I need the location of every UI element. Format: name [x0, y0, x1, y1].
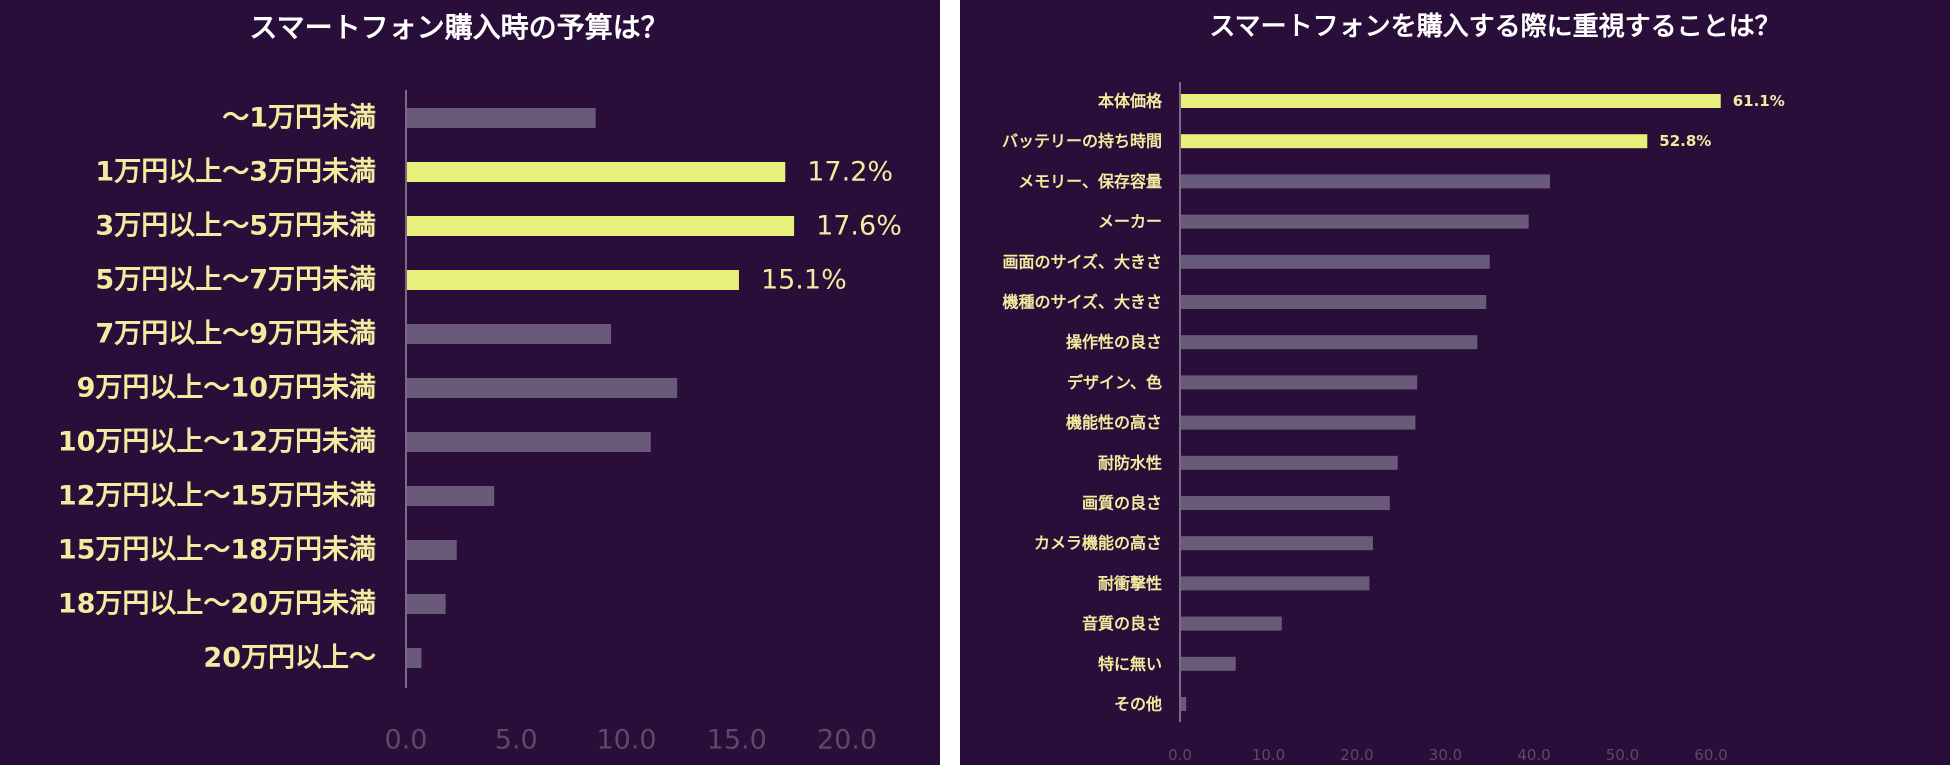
data-label-1: 17.2% [807, 157, 893, 188]
bar-0 [1180, 94, 1721, 108]
bar-3 [1180, 214, 1529, 229]
bar-6 [1180, 335, 1478, 350]
category-label-8: 15万円以上～18万円未満 [58, 535, 376, 566]
chart-svg-priorities: 本体価格 61.1% バッテリーの持ち時間 52.8% メモリー、保存容量メーカー画面の… [1002, 82, 1785, 764]
chart-title: スマートフォンを購入する際に重視することは？ [1209, 12, 1781, 42]
bar-8 [1180, 415, 1416, 430]
category-label-3: 5万円以上～7万円未満 [95, 265, 376, 296]
bar-5 [1180, 295, 1487, 309]
category-label-9: 耐防水性 [1098, 453, 1162, 472]
category-label-1: 1万円以上～3万円未満 [95, 157, 376, 188]
category-label-6: 操作性の良さ [1066, 333, 1162, 352]
x-tick-label-3: 15.0 [707, 725, 767, 756]
data-label-2: 17.6% [816, 211, 902, 242]
bar-10 [406, 648, 422, 668]
x-tick-label-2: 10.0 [596, 725, 656, 756]
category-label-1: バッテリーの持ち時間 [1002, 132, 1162, 151]
category-label-2: メモリー、保存容量 [1018, 172, 1162, 191]
chart-svg-budget: ～1万円未満 1万円以上～3万円未満 17.2% 3万円以上～5万円未満 17.6% 5万… [58, 90, 902, 756]
category-label-15: その他 [1114, 695, 1162, 714]
chart-title: スマートフォン購入時の予算は？ [249, 11, 669, 44]
x-tick-label-1: 5.0 [495, 725, 538, 756]
category-label-11: カメラ機能の高さ [1034, 534, 1162, 553]
category-label-5: 機種のサイズ、大きさ [1002, 293, 1162, 312]
bar-11 [1180, 536, 1373, 551]
category-label-10: 20万円以上～ [203, 643, 376, 674]
category-label-13: 音質の良さ [1082, 614, 1162, 633]
category-label-4: 7万円以上～9万円未満 [95, 319, 376, 350]
bar-7 [1180, 375, 1418, 390]
category-label-2: 3万円以上～5万円未満 [95, 211, 376, 242]
bar-7 [406, 486, 495, 506]
bar-14 [1180, 656, 1236, 671]
bar-9 [406, 594, 446, 614]
bar-6 [406, 432, 651, 452]
x-tick-label-1: 10.0 [1252, 746, 1285, 764]
bar-3 [406, 270, 739, 290]
category-label-0: 本体価格 [1098, 92, 1163, 111]
bar-8 [406, 540, 457, 560]
bar-4 [406, 324, 612, 344]
bar-1 [1180, 134, 1648, 149]
bar-1 [406, 162, 786, 182]
bar-2 [406, 216, 795, 236]
bar-13 [1180, 616, 1282, 631]
data-label-3: 15.1% [761, 265, 847, 296]
x-tick-label-5: 50.0 [1606, 746, 1639, 764]
x-tick-label-0: 0.0 [385, 725, 428, 756]
chart-panel-budget: スマートフォン購入時の予算は？ ～1万円未満 1万円以上～3万円未満 17.2% 3万… [0, 0, 940, 765]
category-label-3: メーカー [1098, 212, 1162, 231]
category-label-12: 耐衝撃性 [1098, 574, 1162, 593]
x-tick-label-6: 60.0 [1694, 746, 1727, 764]
bar-5 [406, 378, 678, 398]
category-label-7: デザイン、色 [1067, 373, 1162, 392]
x-tick-label-4: 20.0 [817, 725, 877, 756]
category-label-4: 画面のサイズ、大きさ [1002, 252, 1162, 271]
x-tick-label-3: 30.0 [1429, 746, 1462, 764]
data-label-1: 52.8% [1659, 132, 1711, 150]
category-label-6: 10万円以上～12万円未満 [58, 427, 376, 458]
bar-4 [1180, 254, 1490, 269]
data-label-0: 61.1% [1733, 92, 1785, 110]
category-label-5: 9万円以上～10万円未満 [77, 373, 376, 404]
category-label-7: 12万円以上～15万円未満 [58, 481, 376, 512]
bar-15 [1180, 697, 1187, 711]
category-label-14: 特に無い [1098, 654, 1162, 673]
bar-10 [1180, 496, 1390, 510]
bar-12 [1180, 576, 1370, 591]
bar-0 [406, 108, 596, 128]
category-label-10: 画質の良さ [1082, 494, 1162, 513]
bar-2 [1180, 174, 1550, 189]
bar-9 [1180, 455, 1398, 470]
x-tick-label-0: 0.0 [1168, 746, 1192, 764]
x-tick-label-2: 20.0 [1340, 746, 1373, 764]
chart-panel-priorities: スマートフォンを購入する際に重視することは？ 本体価格 61.1% バッテリーの持ち… [960, 0, 1950, 765]
category-label-0: ～1万円未満 [222, 103, 376, 134]
category-label-8: 機能性の高さ [1066, 413, 1162, 432]
category-label-9: 18万円以上～20万円未満 [58, 589, 376, 620]
x-tick-label-4: 40.0 [1517, 746, 1550, 764]
